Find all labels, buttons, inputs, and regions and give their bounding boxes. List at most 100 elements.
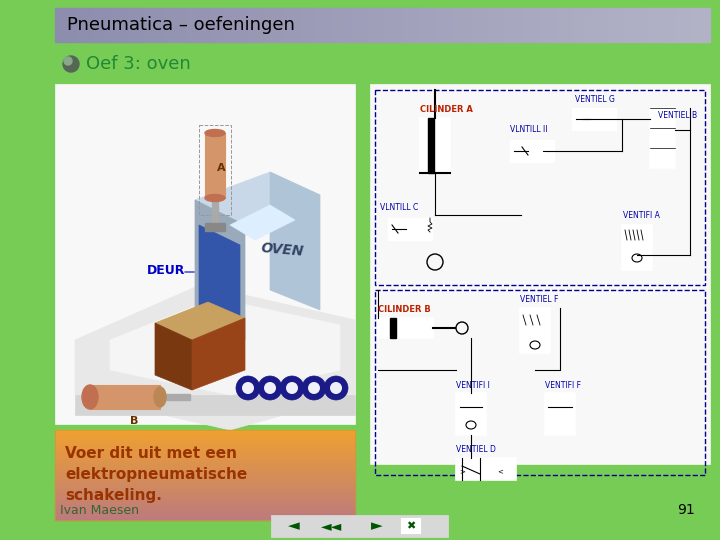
Bar xyxy=(631,8,632,42)
Bar xyxy=(484,8,485,42)
Bar xyxy=(543,8,544,42)
Bar xyxy=(527,8,528,42)
Bar xyxy=(518,8,519,42)
Bar xyxy=(552,8,553,42)
Bar xyxy=(118,8,119,42)
Bar xyxy=(243,8,244,42)
Bar xyxy=(55,469,355,470)
Bar xyxy=(264,8,265,42)
Bar xyxy=(628,8,629,42)
Bar xyxy=(194,8,195,42)
Bar xyxy=(369,8,370,42)
Bar xyxy=(250,8,251,42)
Bar xyxy=(257,8,258,42)
Bar xyxy=(55,459,355,460)
Bar xyxy=(709,8,710,42)
Bar xyxy=(85,8,86,42)
Bar xyxy=(612,8,613,42)
Bar xyxy=(317,8,318,42)
Bar xyxy=(219,8,220,42)
Bar xyxy=(83,8,84,42)
Bar xyxy=(55,461,355,462)
Bar xyxy=(374,8,375,42)
Bar xyxy=(614,8,615,42)
Bar xyxy=(621,8,622,42)
Text: B: B xyxy=(130,416,138,426)
Bar xyxy=(650,8,651,42)
Bar xyxy=(349,8,350,42)
Bar xyxy=(428,118,434,173)
Bar xyxy=(147,8,148,42)
Bar xyxy=(170,8,171,42)
Bar xyxy=(130,8,131,42)
Bar xyxy=(86,8,87,42)
Bar xyxy=(657,8,658,42)
Bar xyxy=(397,8,398,42)
Bar xyxy=(438,8,439,42)
Bar xyxy=(418,8,419,42)
Bar xyxy=(589,8,590,42)
Bar xyxy=(440,8,441,42)
Ellipse shape xyxy=(539,152,547,158)
Bar xyxy=(55,455,355,456)
Bar xyxy=(336,8,337,42)
Bar xyxy=(593,8,594,42)
Bar xyxy=(648,8,649,42)
Bar xyxy=(626,8,627,42)
Bar xyxy=(117,8,118,42)
Bar xyxy=(566,8,567,42)
Bar xyxy=(637,8,638,42)
Bar xyxy=(672,8,673,42)
Bar xyxy=(580,8,581,42)
Bar xyxy=(158,8,159,42)
Bar xyxy=(675,8,676,42)
Bar xyxy=(55,470,355,471)
Text: VENTIEL G: VENTIEL G xyxy=(575,96,615,105)
Bar xyxy=(212,8,213,42)
Bar xyxy=(298,8,299,42)
Bar xyxy=(341,8,342,42)
Bar xyxy=(55,482,355,483)
Bar xyxy=(134,8,135,42)
Bar xyxy=(290,8,291,42)
Bar xyxy=(398,8,399,42)
Bar xyxy=(569,8,570,42)
Bar xyxy=(293,8,294,42)
Bar xyxy=(263,8,264,42)
Bar xyxy=(283,8,284,42)
Bar xyxy=(128,8,129,42)
Bar xyxy=(572,108,594,130)
Bar xyxy=(427,8,428,42)
Bar xyxy=(55,447,355,448)
Bar xyxy=(334,8,335,42)
Bar xyxy=(96,8,97,42)
Polygon shape xyxy=(155,323,192,390)
Bar xyxy=(209,8,210,42)
Bar xyxy=(383,8,384,42)
Text: 91: 91 xyxy=(678,503,695,517)
Bar xyxy=(78,8,79,42)
Bar xyxy=(55,468,355,469)
Bar xyxy=(486,8,487,42)
Bar xyxy=(68,8,69,42)
Bar xyxy=(428,8,429,42)
Bar xyxy=(63,8,64,42)
Bar xyxy=(515,8,516,42)
Bar xyxy=(73,8,74,42)
Bar xyxy=(645,8,646,42)
Bar xyxy=(607,8,608,42)
Bar xyxy=(544,8,545,42)
Bar xyxy=(55,505,355,506)
Bar xyxy=(532,140,554,162)
Bar xyxy=(370,8,371,42)
Bar xyxy=(688,8,689,42)
Bar xyxy=(685,8,686,42)
Bar xyxy=(360,8,361,42)
Bar xyxy=(443,8,444,42)
Bar xyxy=(55,444,355,445)
Bar xyxy=(477,8,478,42)
Bar xyxy=(321,8,322,42)
Bar xyxy=(395,8,396,42)
Bar xyxy=(434,8,435,42)
Bar xyxy=(586,8,587,42)
